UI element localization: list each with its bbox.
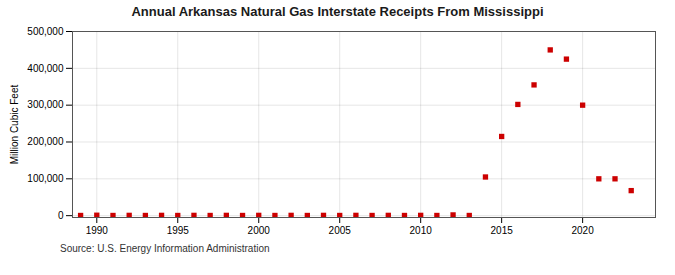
svg-text:2010: 2010 — [410, 225, 433, 236]
svg-text:300,000: 300,000 — [27, 99, 64, 110]
svg-text:2020: 2020 — [572, 225, 595, 236]
svg-text:500,000: 500,000 — [27, 26, 64, 37]
html-text:Annual Arkansas Natural Gas In: Annual Arkansas Natural Gas Interstate R… — [131, 4, 544, 19]
html-text:Source: U.S. Energy Informatio: Source: U.S. Energy Information Administ… — [60, 243, 270, 254]
svg-text:2005: 2005 — [329, 225, 352, 236]
svg-text:1995: 1995 — [167, 225, 190, 236]
svg-text:2015: 2015 — [491, 225, 514, 236]
svg-text:1990: 1990 — [86, 225, 109, 236]
svg-text:200,000: 200,000 — [27, 136, 64, 147]
svg-text:2000: 2000 — [248, 225, 271, 236]
svg-text:400,000: 400,000 — [27, 63, 64, 74]
svg-text:Million Cubic Feet: Million Cubic Feet — [9, 85, 20, 165]
svg-text:0: 0 — [58, 210, 64, 221]
svg-text:100,000: 100,000 — [27, 173, 64, 184]
